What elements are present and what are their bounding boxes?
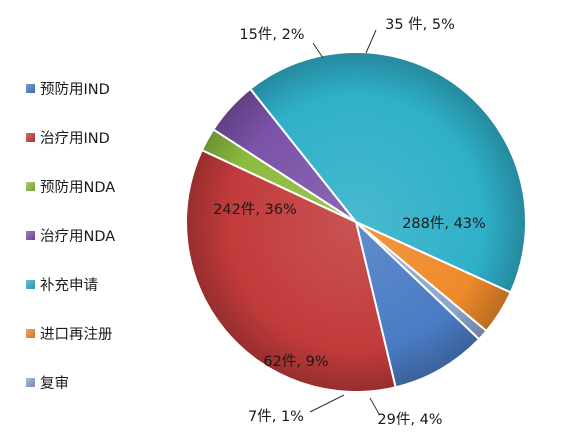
legend-swatch <box>26 133 35 142</box>
pie-slices <box>185 51 527 393</box>
legend-label: 治疗用NDA <box>40 229 116 245</box>
data-label: 29件, 4% <box>377 411 442 428</box>
leader-lines <box>309 29 380 415</box>
data-label: 35 件, 5% <box>385 16 455 33</box>
leader-line <box>309 394 345 413</box>
legend-swatch <box>26 182 35 191</box>
legend-item: 治疗用NDA <box>26 225 115 246</box>
legend-item: 预防用IND <box>26 78 110 99</box>
legend-swatch <box>26 280 35 289</box>
legend-item: 进口再注册 <box>26 323 113 344</box>
leader-line <box>312 42 324 59</box>
legend-label: 治疗用IND <box>40 131 110 147</box>
legend-label: 预防用NDA <box>40 180 116 196</box>
legend-swatch <box>26 231 35 240</box>
data-label: 62件, 9% <box>263 353 328 370</box>
legend-swatch <box>26 378 35 387</box>
legend-swatch <box>26 84 35 93</box>
legend-swatch <box>26 329 35 338</box>
legend-label: 补充申请 <box>40 278 98 294</box>
leader-line <box>365 29 377 54</box>
data-label: 288件, 43% <box>402 215 486 232</box>
legend-label: 复审 <box>40 376 69 392</box>
data-label: 242件, 36% <box>213 201 297 218</box>
legend-label: 预防用IND <box>40 82 110 98</box>
pie-slice <box>354 218 481 389</box>
leader-line <box>369 397 380 415</box>
pie-slice <box>248 51 527 294</box>
pie-slice <box>355 221 488 341</box>
legend-item: 治疗用IND <box>26 127 110 148</box>
legend-item: 复审 <box>26 372 69 393</box>
data-label: 15件, 2% <box>239 26 304 43</box>
legend-item: 补充申请 <box>26 274 98 295</box>
data-labels: 62件, 9% 242件, 36% 15件, 2% 35 件, 5% 288件, 43%… <box>213 16 486 428</box>
legend-label: 进口再注册 <box>40 327 113 343</box>
pie-slice <box>185 148 397 393</box>
data-label: 7件, 1% <box>248 408 304 425</box>
legend-item: 预防用NDA <box>26 176 115 197</box>
